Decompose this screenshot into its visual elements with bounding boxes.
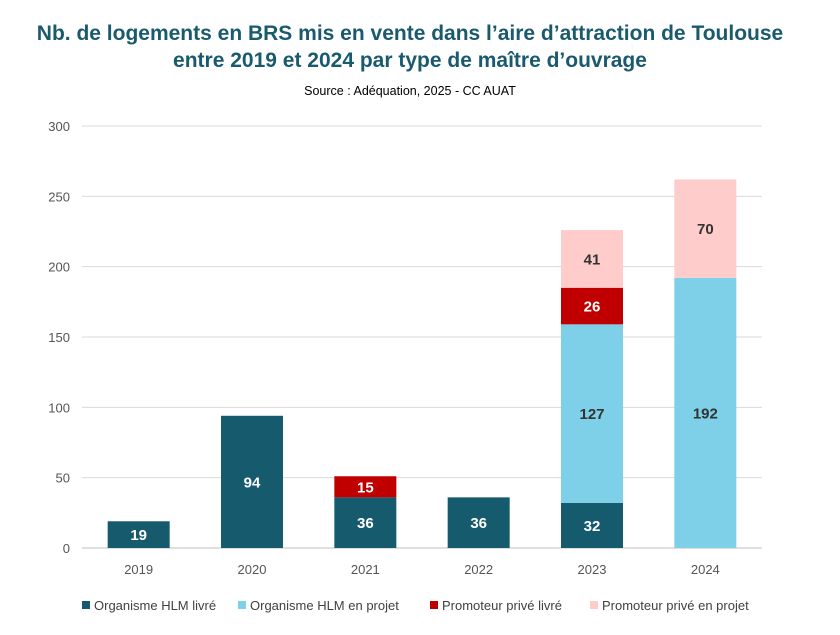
data-label: 127: [579, 406, 604, 423]
grid: 0 50 100 150 200 250 300: [48, 119, 762, 556]
data-label: 36: [357, 515, 374, 532]
x-tick-label: 2020: [238, 562, 267, 577]
data-label: 70: [697, 221, 714, 238]
y-tick-label: 200: [48, 260, 70, 275]
data-label: 94: [244, 474, 261, 491]
legend-label: Organisme HLM livré: [94, 598, 216, 613]
x-tick-label: 2019: [124, 562, 153, 577]
bars: 19 94 36 15 36 32 127 26 41 192 70: [107, 179, 737, 548]
x-tick-label: 2023: [578, 562, 607, 577]
legend-swatch: [590, 601, 598, 609]
y-tick-label: 150: [48, 330, 70, 345]
x-tick-label: 2022: [464, 562, 493, 577]
bar-segment: [107, 521, 170, 548]
data-label: 32: [584, 518, 601, 535]
x-tick-label: 2024: [691, 562, 720, 577]
x-tick-label: 2021: [351, 562, 380, 577]
legend: Organisme HLM livré Organisme HLM en proj…: [82, 598, 749, 613]
data-label: 19: [130, 527, 147, 544]
data-label: 26: [584, 299, 601, 316]
data-label: 41: [584, 251, 601, 268]
legend-label: Promoteur privé livré: [442, 598, 562, 613]
bar-segment: [221, 415, 283, 548]
legend-swatch: [82, 601, 90, 609]
bar-segment: [334, 476, 397, 498]
bar-segment: [561, 287, 623, 325]
bar-segment: [334, 497, 397, 548]
bar-segment: [561, 230, 623, 288]
x-axis: 2019 2020 2021 2022 2023 2024: [124, 562, 720, 577]
y-tick-label: 50: [56, 471, 70, 486]
data-label: 15: [357, 479, 374, 496]
y-tick-label: 300: [48, 119, 70, 134]
chart-title: Nb. de logements en BRS mis en vente dan…: [37, 22, 783, 45]
chart-subtitle: Source : Adéquation, 2025 - CC AUAT: [304, 84, 516, 98]
legend-swatch: [238, 601, 246, 609]
bar-segment: [447, 497, 510, 548]
chart-title-line2: entre 2019 et 2024 par type de maître d’…: [173, 49, 647, 72]
legend-label: Promoteur privé en projet: [602, 598, 749, 613]
bar-segment: [674, 277, 737, 548]
y-tick-label: 250: [48, 189, 70, 204]
legend-label: Organisme HLM en projet: [250, 598, 399, 613]
legend-swatch: [430, 601, 438, 609]
bar-segment: [561, 502, 623, 548]
data-label: 36: [470, 515, 487, 532]
y-tick-label: 100: [48, 400, 70, 415]
data-label: 192: [693, 405, 718, 422]
bar-segment: [674, 179, 737, 278]
y-tick-label: 0: [63, 541, 70, 556]
bar-segment: [561, 324, 623, 503]
